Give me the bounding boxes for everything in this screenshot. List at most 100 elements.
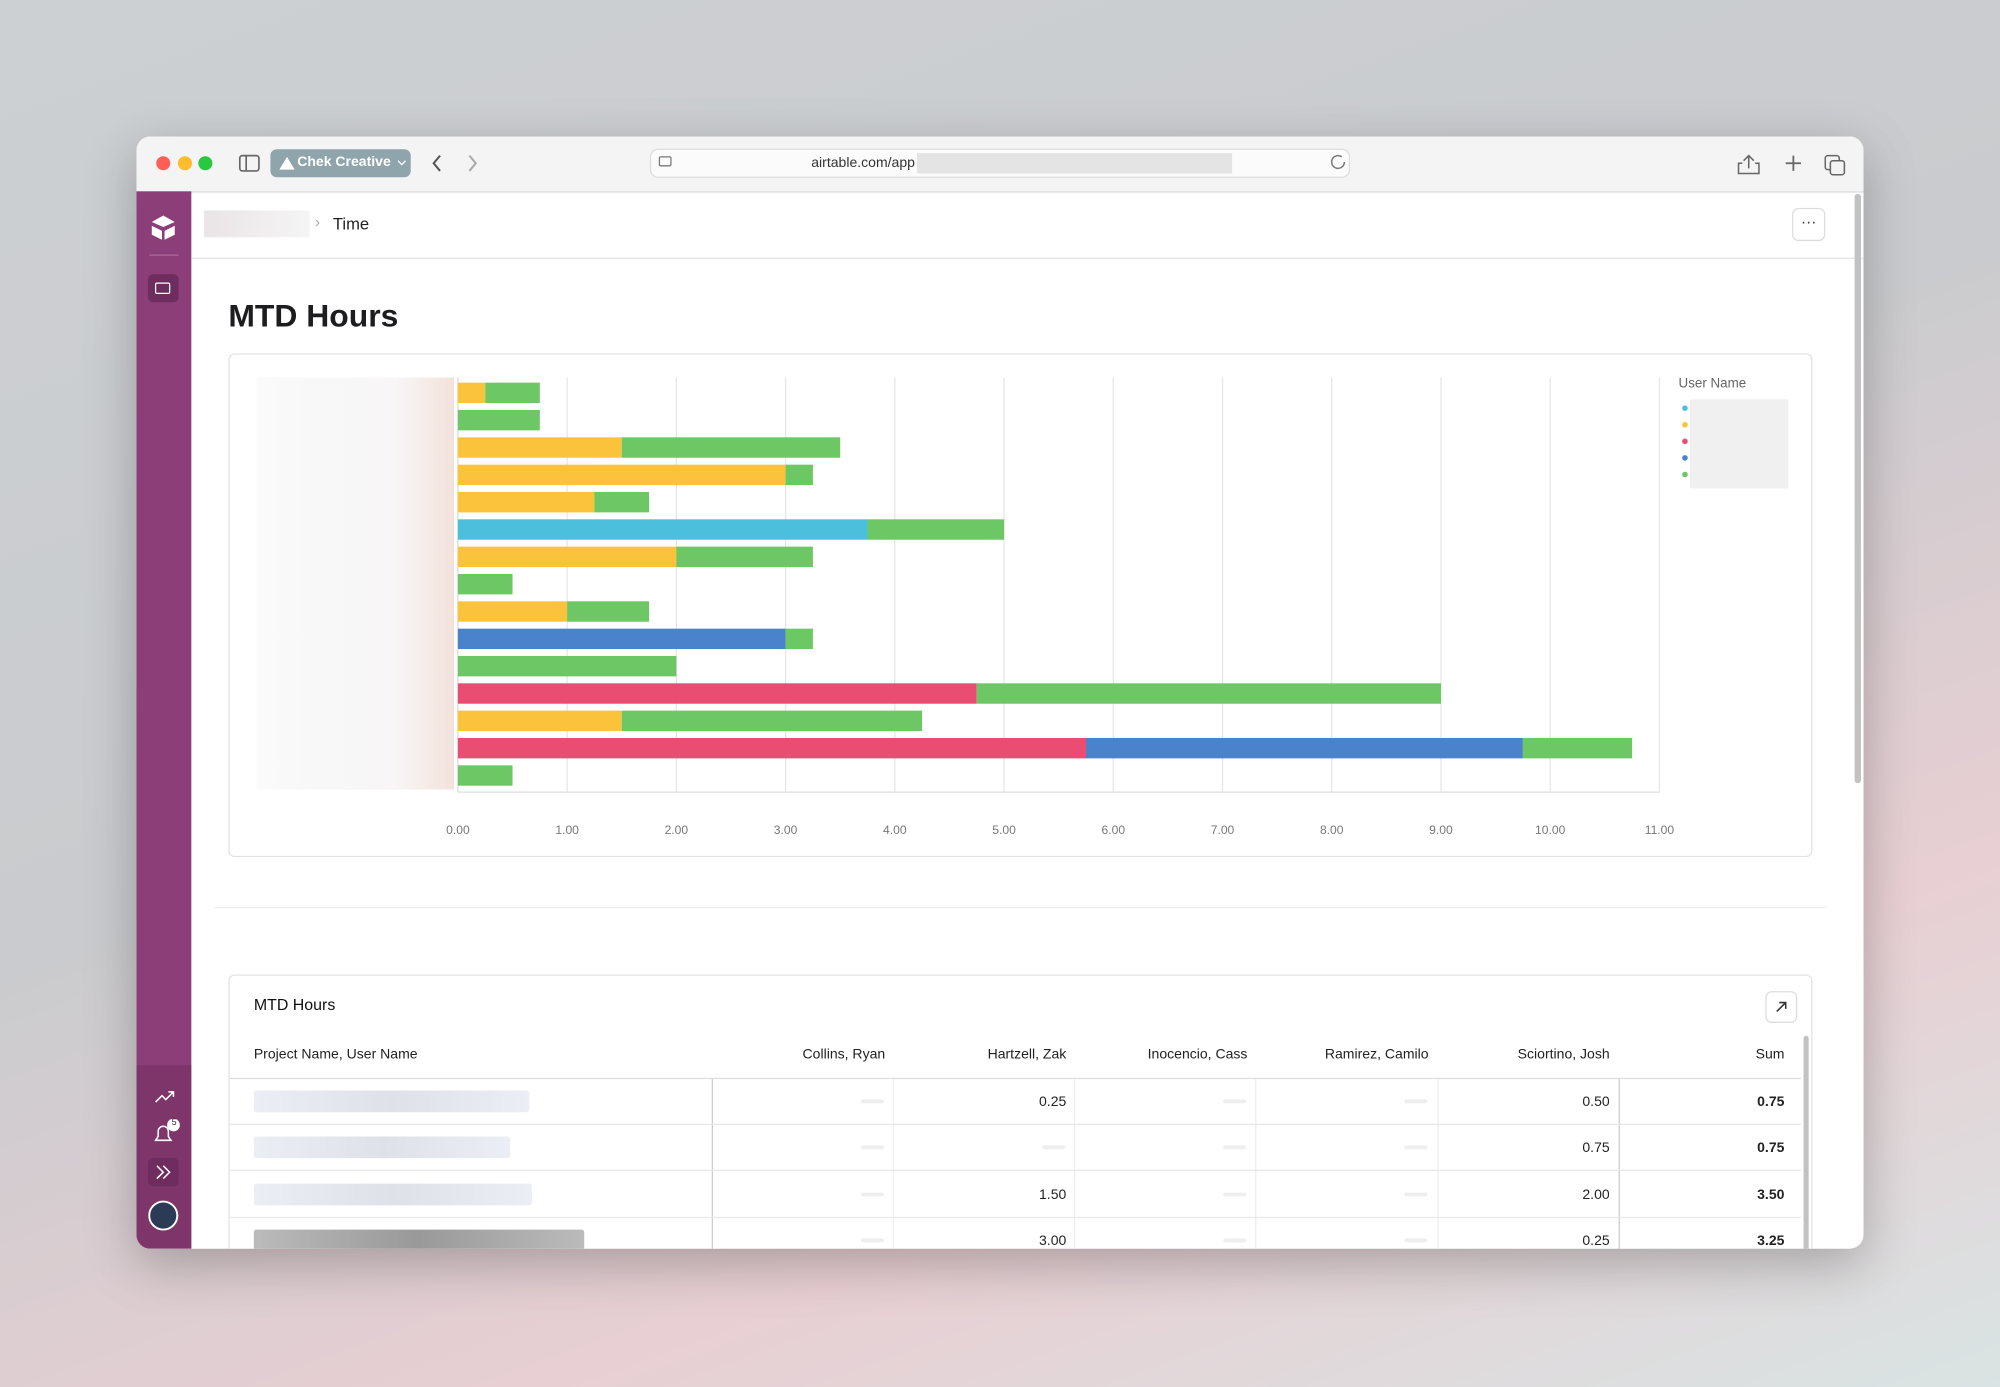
expand-table-button[interactable] — [1765, 991, 1798, 1023]
breadcrumb-redacted — [204, 210, 310, 238]
value-cell: 0.25 — [1582, 1233, 1610, 1249]
empty-placeholder — [860, 1192, 884, 1196]
scrollbar — [1854, 193, 1861, 784]
bar-segment — [976, 683, 1441, 704]
empty-placeholder — [1223, 1238, 1247, 1243]
more-button[interactable]: ··· — [1792, 207, 1826, 242]
column-divider — [1437, 1079, 1439, 1249]
legend-title: User Name — [1679, 376, 1747, 391]
bases-button[interactable] — [147, 274, 179, 303]
bar-segment — [485, 382, 540, 404]
bar-segment — [457, 409, 540, 431]
empty-placeholder — [1404, 1192, 1428, 1196]
legend-swatch — [1682, 438, 1688, 445]
notifications-icon[interactable] — [154, 1125, 173, 1142]
bar-segment — [457, 382, 486, 404]
value-cell: 0.25 — [1039, 1094, 1067, 1110]
legend-swatch — [1682, 471, 1688, 478]
column-header: Sciortino, Josh — [1517, 1047, 1610, 1063]
bar-segment — [457, 601, 568, 622]
bar-segment — [457, 491, 595, 513]
bar-segment — [621, 710, 923, 732]
x-tick-label: 7.00 — [1211, 823, 1235, 837]
minimize-button[interactable] — [177, 156, 192, 171]
chart-card: 0.00 1.00 2.00 3.00 4.00 5.00 6.00 7.00 8.00 9.00… — [228, 353, 1813, 858]
user-avatar[interactable] — [148, 1200, 179, 1231]
x-tick-label: 0.00 — [446, 823, 470, 837]
new-tab-button[interactable] — [1785, 155, 1802, 171]
sum-cell: 3.25 — [1757, 1233, 1785, 1249]
empty-placeholder — [860, 1238, 884, 1243]
app-logo[interactable] — [151, 215, 175, 240]
column-divider — [1618, 1079, 1620, 1249]
bar-segment — [1522, 737, 1633, 759]
x-tick-label: 4.00 — [883, 823, 907, 837]
bar-segment — [457, 765, 513, 786]
empty-placeholder — [1223, 1099, 1247, 1104]
column-header: Ramirez, Camilo — [1324, 1047, 1429, 1063]
x-tick-label: 9.00 — [1429, 823, 1453, 837]
x-tick-label: 11.00 — [1645, 823, 1675, 837]
bar-segment — [457, 683, 977, 704]
value-cell: 3.00 — [1039, 1233, 1067, 1249]
x-tick-label: 10.00 — [1535, 823, 1566, 837]
tab-group[interactable] — [270, 149, 411, 178]
browser-toolbar: Chek Creative airtable.com/app — [136, 136, 1864, 193]
tab-group-label: Chek Creative — [297, 154, 391, 170]
empty-placeholder — [1042, 1145, 1066, 1150]
column-divider — [1255, 1079, 1257, 1249]
column-divider — [711, 1079, 714, 1249]
toolbar-icons — [156, 148, 1846, 178]
redacted-category-labels — [256, 377, 455, 790]
column-divider — [892, 1079, 895, 1249]
table-card: MTD Hours Project Name, User Name Collins… — [228, 974, 1813, 1249]
page-title: MTD Hours — [228, 298, 399, 335]
empty-placeholder — [1223, 1192, 1247, 1196]
notification-badge: 5 — [171, 1118, 177, 1128]
sum-cell: 0.75 — [1757, 1094, 1785, 1110]
share-icon[interactable] — [155, 1091, 175, 1103]
x-tick-label: 8.00 — [1320, 823, 1344, 837]
column-header: Sum — [1755, 1047, 1785, 1063]
value-cell: 0.50 — [1582, 1094, 1610, 1110]
value-cell: 1.50 — [1039, 1186, 1067, 1203]
sidebar-icons — [136, 215, 192, 1249]
bar-segment — [457, 573, 513, 595]
chart: 0.00 1.00 2.00 3.00 4.00 5.00 6.00 7.00 8.00 9.00… — [256, 376, 1789, 837]
bar-segment — [1085, 737, 1523, 759]
x-tick-label: 1.00 — [555, 823, 579, 837]
column-header: Collins, Ryan — [802, 1047, 886, 1063]
breadcrumb-current: Time — [332, 214, 370, 234]
empty-placeholder — [1223, 1145, 1247, 1150]
zoom-button[interactable] — [198, 156, 213, 171]
url-text: airtable.com/app — [811, 155, 915, 171]
page-header: › Time ··· — [191, 191, 1864, 259]
table-title: MTD Hours — [253, 996, 336, 1015]
bar-segment — [457, 519, 868, 540]
column-header: Inocencio, Cass — [1147, 1047, 1248, 1063]
bar-segment — [785, 464, 813, 486]
bar-segment — [594, 491, 650, 513]
browser-window: Chek Creative airtable.com/app 5 › Time … — [136, 136, 1864, 1249]
bar-segment — [457, 628, 786, 650]
close-button[interactable] — [156, 156, 171, 171]
empty-placeholder — [1404, 1145, 1428, 1150]
header-rule — [229, 1077, 1802, 1080]
sidebar-toggle[interactable] — [238, 154, 260, 172]
share-button[interactable] — [1737, 154, 1760, 175]
forward-button[interactable] — [468, 154, 478, 172]
bar-segment — [457, 437, 622, 458]
empty-placeholder — [860, 1145, 884, 1150]
redacted-name — [253, 1090, 530, 1113]
bar-segment — [676, 546, 813, 568]
empty-placeholder — [860, 1099, 884, 1104]
app-sidebar: 5 — [136, 191, 192, 1249]
back-button[interactable] — [432, 154, 441, 172]
column-divider — [1073, 1079, 1076, 1249]
bar-segment — [621, 437, 841, 458]
sum-cell: 3.50 — [1757, 1186, 1785, 1203]
x-tick-label: 5.00 — [992, 823, 1016, 837]
row-rule — [229, 1123, 1802, 1125]
x-tick-label: 6.00 — [1101, 823, 1125, 837]
